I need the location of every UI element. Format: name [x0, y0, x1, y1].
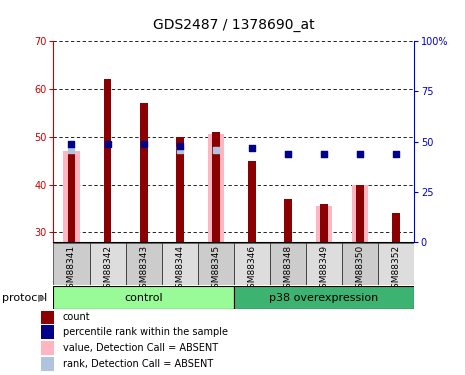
- Point: [176, 147, 183, 153]
- Bar: [67, 146, 75, 242]
- Bar: [342, 243, 378, 285]
- Bar: [234, 243, 270, 285]
- Text: control: control: [124, 292, 163, 303]
- Point: [176, 142, 183, 148]
- Text: p38 overexpression: p38 overexpression: [269, 292, 379, 303]
- Point: [104, 141, 111, 147]
- Text: count: count: [63, 312, 91, 322]
- Text: GSM88341: GSM88341: [67, 245, 76, 294]
- Point: [392, 151, 399, 157]
- Point: [212, 147, 219, 153]
- Point: [140, 141, 147, 147]
- Bar: [392, 213, 400, 242]
- Text: GSM88349: GSM88349: [319, 245, 328, 294]
- Text: GDS2487 / 1378690_at: GDS2487 / 1378690_at: [153, 18, 314, 32]
- Point: [68, 147, 75, 153]
- Point: [356, 151, 364, 157]
- Bar: [212, 132, 219, 242]
- Bar: [53, 286, 234, 309]
- Bar: [270, 243, 306, 285]
- Bar: [207, 134, 224, 242]
- Point: [284, 151, 292, 157]
- Point: [248, 145, 255, 151]
- Text: GSM88352: GSM88352: [392, 245, 400, 294]
- Text: GSM88348: GSM88348: [283, 245, 292, 294]
- Point: [356, 151, 364, 157]
- Point: [320, 151, 327, 157]
- Text: rank, Detection Call = ABSENT: rank, Detection Call = ABSENT: [63, 358, 213, 369]
- Bar: [162, 243, 198, 285]
- Text: ▶: ▶: [38, 292, 46, 303]
- Bar: [320, 204, 328, 242]
- Text: value, Detection Call = ABSENT: value, Detection Call = ABSENT: [63, 343, 218, 352]
- Bar: [306, 243, 342, 285]
- Text: percentile rank within the sample: percentile rank within the sample: [63, 327, 228, 337]
- Bar: [248, 160, 256, 242]
- Bar: [284, 199, 292, 242]
- Point: [320, 151, 327, 157]
- Text: GSM88346: GSM88346: [247, 245, 256, 294]
- Point: [284, 151, 292, 157]
- Bar: [234, 286, 414, 309]
- Bar: [53, 243, 89, 285]
- Bar: [378, 243, 414, 285]
- Text: GSM88350: GSM88350: [355, 245, 364, 294]
- Bar: [198, 243, 233, 285]
- Bar: [104, 80, 112, 242]
- Bar: [89, 243, 126, 285]
- Bar: [316, 206, 332, 242]
- Text: GSM88344: GSM88344: [175, 245, 184, 294]
- Bar: [41, 325, 54, 339]
- Text: GSM88345: GSM88345: [211, 245, 220, 294]
- Bar: [63, 151, 80, 242]
- Bar: [176, 137, 184, 242]
- Bar: [356, 184, 364, 242]
- Bar: [41, 357, 54, 370]
- Bar: [41, 310, 54, 324]
- Bar: [140, 104, 147, 242]
- Bar: [352, 184, 368, 242]
- Text: GSM88342: GSM88342: [103, 245, 112, 294]
- Text: protocol: protocol: [2, 292, 47, 303]
- Point: [68, 141, 75, 147]
- Bar: [126, 243, 162, 285]
- Text: GSM88343: GSM88343: [139, 245, 148, 294]
- Bar: [41, 340, 54, 355]
